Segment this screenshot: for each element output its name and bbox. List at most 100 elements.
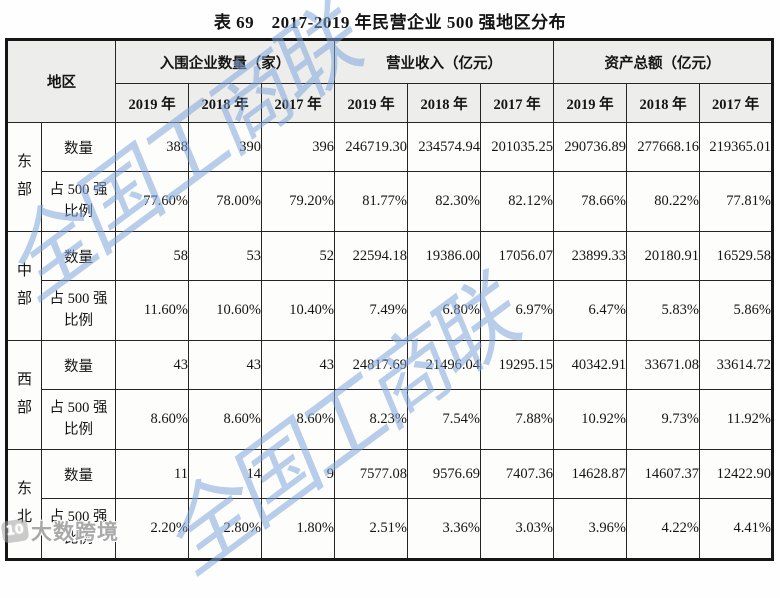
table-cell: 4.41% (699, 498, 773, 560)
table-cell: 10.60% (188, 280, 262, 341)
table-cell: 40342.91 (553, 340, 627, 390)
row-label-ratio-line2: 比例 (64, 421, 93, 438)
region-cell-northeast: 东北 (6, 449, 42, 560)
table-cell: 6.97% (480, 280, 554, 341)
table-cell: 14 (188, 449, 262, 499)
table-cell: 2.20% (115, 498, 189, 560)
table-cell: 8.23% (334, 389, 408, 450)
region-cell-central: 中部 (6, 231, 42, 341)
year-header: 2018 年 (626, 83, 700, 123)
table-cell: 8.60% (115, 389, 189, 450)
table-cell: 9576.69 (407, 449, 481, 499)
row-label-ratio: 占 500 强 比例 (41, 498, 116, 560)
row-label-ratio: 占 500 强 比例 (41, 171, 116, 232)
table-cell: 219365.01 (699, 122, 773, 172)
table-cell: 11 (115, 449, 189, 499)
table-cell: 9.73% (626, 389, 700, 450)
table-cell: 1.80% (261, 498, 335, 560)
table-cell: 58 (115, 231, 189, 281)
row-label-quantity: 数量 (41, 231, 116, 281)
table-cell: 33671.08 (626, 340, 700, 390)
row-label-ratio-line2: 比例 (64, 530, 93, 547)
table-row-northeast-ratio: 占 500 强 比例 2.20% 2.80% 1.80% 2.51% 3.36%… (7, 498, 773, 560)
table-cell: 77.81% (699, 171, 773, 232)
row-label-ratio-line2: 比例 (64, 203, 93, 220)
year-header: 2017 年 (480, 83, 554, 123)
table-cell: 8.60% (261, 389, 335, 450)
year-header: 2017 年 (699, 83, 773, 123)
table-cell: 388 (115, 122, 189, 172)
table-cell: 24817.69 (334, 340, 408, 390)
table-row-west-quantity: 西部 数量 43 43 43 24817.69 21496.04 19295.1… (6, 340, 773, 450)
table-cell: 79.20% (261, 171, 335, 232)
table-cell: 2.51% (334, 498, 408, 560)
year-header: 2018 年 (188, 83, 262, 123)
table-cell: 277668.16 (626, 122, 700, 172)
year-header: 2019 年 (553, 83, 627, 123)
row-label-ratio-line1: 占 500 强 (49, 400, 108, 417)
table-header-years: 2019 年 2018 年 2017 年 2019 年 2018 年 2017 … (7, 83, 773, 123)
row-label-quantity: 数量 (41, 449, 116, 499)
table-row-east-ratio: 占 500 强 比例 77.60% 78.00% 79.20% 81.77% 8… (7, 171, 773, 232)
table-cell: 3.03% (480, 498, 554, 560)
table-cell: 6.80% (407, 280, 481, 341)
table-cell: 201035.25 (480, 122, 554, 172)
table-cell: 33614.72 (699, 340, 773, 390)
table-cell: 16529.58 (699, 231, 773, 281)
table-cell: 3.96% (553, 498, 627, 560)
table-cell: 77.60% (115, 171, 189, 232)
row-label-ratio-line1: 占 500 强 (49, 509, 108, 526)
table-row-central-quantity: 中部 数量 58 53 52 22594.18 19386.00 17056.0… (6, 231, 773, 341)
table-cell: 396 (261, 122, 335, 172)
table-cell: 43 (261, 340, 335, 390)
group-header-assets: 资产总额（亿元） (553, 39, 773, 84)
year-header: 2017 年 (261, 83, 335, 123)
page-title: 表 69 2017-2019 年民营企业 500 强地区分布 (213, 13, 567, 32)
table-cell: 52 (261, 231, 335, 281)
table-cell: 19295.15 (480, 340, 554, 390)
table-cell: 20180.91 (626, 231, 700, 281)
region-name: 西部 (16, 372, 32, 416)
table-cell: 8.60% (188, 389, 262, 450)
table-cell: 23899.33 (553, 231, 627, 281)
table-cell: 7.49% (334, 280, 408, 341)
table-cell: 246719.30 (334, 122, 408, 172)
table-cell: 78.00% (188, 171, 262, 232)
year-header: 2019 年 (334, 83, 408, 123)
table-cell: 10.92% (553, 389, 627, 450)
table-row-east-quantity: 东部 数量 388 390 396 246719.30 234574.94 20… (6, 122, 773, 232)
group-header-revenue: 营业收入（亿元） (334, 39, 554, 84)
table-cell: 14628.87 (553, 449, 627, 499)
table-cell: 11.92% (699, 389, 773, 450)
row-label-ratio-line2: 比例 (64, 312, 93, 329)
table-cell: 19386.00 (407, 231, 481, 281)
group-header-count: 入围企业数量（家） (115, 39, 335, 84)
table-cell: 22594.18 (334, 231, 408, 281)
row-label-ratio: 占 500 强 比例 (41, 389, 116, 450)
distribution-table: 地区 入围企业数量（家） 营业收入（亿元） 资产总额（亿元） 2019 年 20… (5, 38, 774, 561)
table-row-west-ratio: 占 500 强 比例 8.60% 8.60% 8.60% 8.23% 7.54%… (7, 389, 773, 450)
corner-header-cell: 地区 (6, 39, 116, 123)
table-cell: 82.30% (407, 171, 481, 232)
table-cell: 10.40% (261, 280, 335, 341)
table-cell: 5.83% (626, 280, 700, 341)
table-cell: 7577.08 (334, 449, 408, 499)
table-cell: 390 (188, 122, 262, 172)
table-cell: 9 (261, 449, 335, 499)
table-cell: 290736.89 (553, 122, 627, 172)
row-label-ratio-line1: 占 500 强 (49, 182, 108, 199)
table-cell: 81.77% (334, 171, 408, 232)
year-header: 2018 年 (407, 83, 481, 123)
table-cell: 43 (188, 340, 262, 390)
region-cell-east: 东部 (6, 122, 42, 232)
table-cell: 7407.36 (480, 449, 554, 499)
row-label-ratio-line1: 占 500 强 (49, 291, 108, 308)
table-cell: 14607.37 (626, 449, 700, 499)
table-cell: 78.66% (553, 171, 627, 232)
table-cell: 6.47% (553, 280, 627, 341)
table-cell: 234574.94 (407, 122, 481, 172)
table-cell: 21496.04 (407, 340, 481, 390)
table-cell: 17056.07 (480, 231, 554, 281)
row-label-ratio: 占 500 强 比例 (41, 280, 116, 341)
table-cell: 82.12% (480, 171, 554, 232)
